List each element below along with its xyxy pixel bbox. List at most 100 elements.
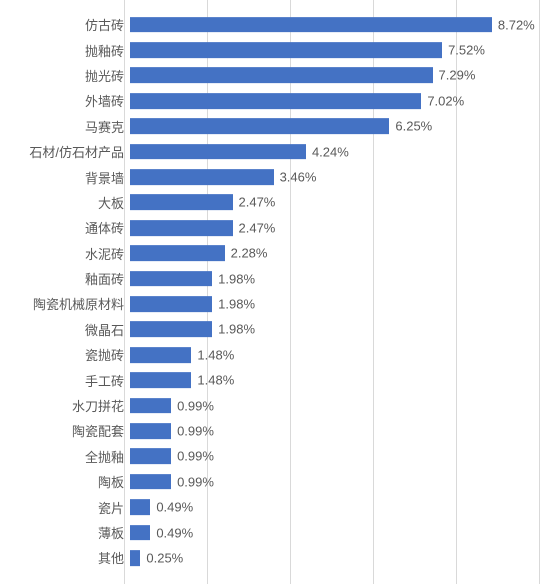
category-label: 大板: [0, 193, 130, 212]
bar-track: 7.29%: [130, 63, 539, 88]
bar-track: 1.98%: [130, 317, 539, 342]
category-label: 仿古砖: [0, 15, 130, 34]
bar-track: 3.46%: [130, 164, 539, 189]
category-label: 背景墙: [0, 168, 130, 187]
category-label: 水刀拼花: [0, 396, 130, 415]
bar-track: 4.24%: [130, 139, 539, 164]
bar-row: 马赛克 6.25%: [0, 114, 539, 139]
bar-track: 1.48%: [130, 342, 539, 367]
bar-value-label: 3.46%: [280, 170, 317, 185]
bar-fill: [130, 525, 150, 541]
bar-fill: [130, 423, 171, 439]
bar-row: 其他 0.25%: [0, 545, 539, 570]
bar-track: 0.99%: [130, 444, 539, 469]
bar-row: 水刀拼花 0.99%: [0, 393, 539, 418]
bar-row: 外墙砖7.02%: [0, 88, 539, 113]
bar-value-label: 6.25%: [395, 119, 432, 134]
bar-value-label: 0.99%: [177, 474, 214, 489]
category-label: 薄板: [0, 523, 130, 542]
category-label: 陶瓷机械原材料: [0, 294, 130, 313]
bar-fill: [130, 398, 171, 414]
bar-value-label: 0.25%: [146, 550, 183, 565]
bar-track: 2.47%: [130, 190, 539, 215]
category-label: 全抛釉: [0, 447, 130, 466]
category-label: 通体砖: [0, 218, 130, 237]
bar-value-label: 0.99%: [177, 423, 214, 438]
bar-fill: [130, 271, 212, 287]
bar-value-label: 0.99%: [177, 398, 214, 413]
bar-row: 薄板 0.49%: [0, 520, 539, 545]
bar-row: 水泥砖2.28%: [0, 241, 539, 266]
category-label: 釉面砖: [0, 269, 130, 288]
bar-chart: 仿古砖8.72%抛釉砖7.52%抛光砖7.29%外墙砖7.02%马赛克6.25%…: [0, 0, 555, 584]
bar-row: 瓷抛砖1.48%: [0, 342, 539, 367]
bar-fill: [130, 347, 191, 363]
bar-rows: 仿古砖8.72%抛釉砖7.52%抛光砖7.29%外墙砖7.02%马赛克6.25%…: [0, 12, 539, 571]
bar-track: 0.99%: [130, 469, 539, 494]
bar-fill: [130, 245, 225, 261]
category-label: 抛光砖: [0, 66, 130, 85]
bar-value-label: 0.99%: [177, 449, 214, 464]
bar-row: 通体砖 2.47%: [0, 215, 539, 240]
bar-fill: [130, 296, 212, 312]
bar-fill: [130, 144, 306, 160]
bar-track: 8.72%: [130, 12, 539, 37]
category-label: 陶板: [0, 472, 130, 491]
bar-row: 陶瓷机械原材料 1.98%: [0, 291, 539, 316]
bar-row: 全抛釉 0.99%: [0, 444, 539, 469]
bar-row: 陶板 0.99%: [0, 469, 539, 494]
bar-row: 背景墙 3.46%: [0, 164, 539, 189]
category-label: 石材/仿石材产品: [0, 142, 130, 161]
category-label: 陶瓷配套: [0, 421, 130, 440]
bar-fill: [130, 17, 492, 33]
bar-fill: [130, 169, 274, 185]
category-label: 水泥砖: [0, 244, 130, 263]
category-label: 马赛克: [0, 117, 130, 136]
bar-row: 抛釉砖 7.52%: [0, 37, 539, 62]
bar-value-label: 2.47%: [239, 220, 276, 235]
bar-fill: [130, 195, 233, 211]
bar-row: 瓷片 0.49%: [0, 494, 539, 519]
bar-row: 微晶石1.98%: [0, 317, 539, 342]
bar-value-label: 0.49%: [156, 500, 193, 515]
bar-value-label: 1.98%: [218, 271, 255, 286]
bar-fill: [130, 322, 212, 338]
category-label: 微晶石: [0, 320, 130, 339]
category-label: 瓷片: [0, 498, 130, 517]
bar-track: 2.28%: [130, 241, 539, 266]
bar-row: 陶瓷配套 0.99%: [0, 418, 539, 443]
category-label: 瓷抛砖: [0, 345, 130, 364]
bar-fill: [130, 42, 442, 58]
bar-track: 0.25%: [130, 545, 539, 570]
bar-fill: [130, 499, 150, 515]
category-label: 其他: [0, 548, 130, 567]
bar-fill: [130, 448, 171, 464]
bar-fill: [130, 93, 421, 109]
bar-row: 釉面砖 1.98%: [0, 266, 539, 291]
bar-row: 抛光砖7.29%: [0, 63, 539, 88]
bar-value-label: 1.98%: [218, 296, 255, 311]
bar-fill: [130, 372, 191, 388]
bar-track: 0.99%: [130, 393, 539, 418]
bar-fill: [130, 118, 389, 134]
gridline: [539, 0, 540, 584]
bar-track: 0.49%: [130, 494, 539, 519]
bar-track: 6.25%: [130, 114, 539, 139]
bar-track: 7.02%: [130, 88, 539, 113]
bar-row: 仿古砖8.72%: [0, 12, 539, 37]
bar-track: 2.47%: [130, 215, 539, 240]
bar-fill: [130, 68, 433, 84]
bar-track: 0.49%: [130, 520, 539, 545]
bar-track: 1.98%: [130, 291, 539, 316]
bar-fill: [130, 220, 233, 236]
bar-value-label: 4.24%: [312, 144, 349, 159]
bar-value-label: 2.47%: [239, 195, 276, 210]
bar-track: 1.98%: [130, 266, 539, 291]
category-label: 抛釉砖: [0, 41, 130, 60]
bar-value-label: 0.49%: [156, 525, 193, 540]
bar-track: 1.48%: [130, 367, 539, 392]
bar-value-label: 1.48%: [197, 373, 234, 388]
bar-value-label: 7.52%: [448, 43, 485, 58]
category-label: 外墙砖: [0, 91, 130, 110]
bar-row: 大板 2.47%: [0, 190, 539, 215]
